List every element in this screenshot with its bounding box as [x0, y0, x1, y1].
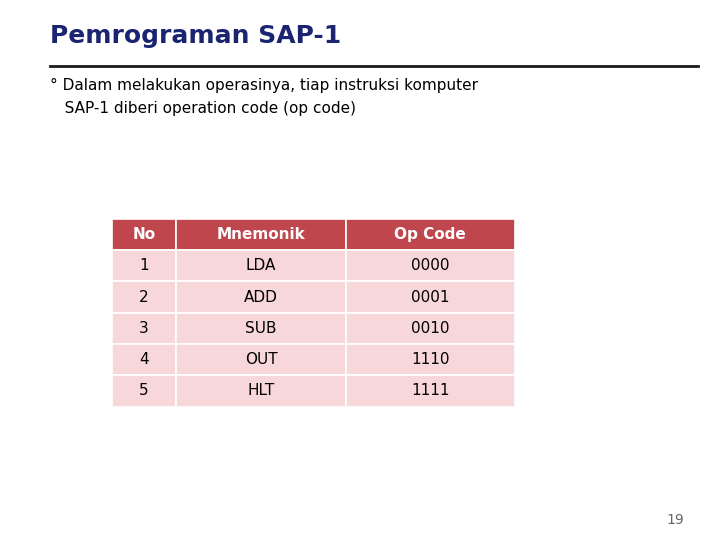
Text: Mnemonik: Mnemonik	[217, 227, 305, 242]
FancyBboxPatch shape	[112, 375, 176, 407]
FancyBboxPatch shape	[346, 375, 515, 407]
FancyBboxPatch shape	[346, 281, 515, 313]
Text: Op Code: Op Code	[395, 227, 466, 242]
FancyBboxPatch shape	[346, 313, 515, 344]
Text: 3: 3	[139, 321, 149, 336]
Text: 0000: 0000	[411, 258, 449, 273]
FancyBboxPatch shape	[176, 281, 346, 313]
Text: No: No	[132, 227, 156, 242]
Text: 5: 5	[139, 383, 149, 399]
Text: OUT: OUT	[245, 352, 277, 367]
Text: 0010: 0010	[411, 321, 449, 336]
Text: HLT: HLT	[248, 383, 274, 399]
Text: 19: 19	[666, 512, 684, 526]
FancyBboxPatch shape	[112, 344, 176, 375]
Text: 2: 2	[139, 289, 149, 305]
FancyBboxPatch shape	[176, 313, 346, 344]
FancyBboxPatch shape	[176, 219, 346, 250]
Text: LDA: LDA	[246, 258, 276, 273]
FancyBboxPatch shape	[176, 344, 346, 375]
Text: ADD: ADD	[244, 289, 278, 305]
Text: 4: 4	[139, 352, 149, 367]
Text: 1111: 1111	[411, 383, 449, 399]
Text: SUB: SUB	[246, 321, 276, 336]
FancyBboxPatch shape	[346, 219, 515, 250]
FancyBboxPatch shape	[176, 375, 346, 407]
FancyBboxPatch shape	[346, 250, 515, 281]
Text: 0001: 0001	[411, 289, 449, 305]
FancyBboxPatch shape	[112, 219, 176, 250]
FancyBboxPatch shape	[112, 250, 176, 281]
FancyBboxPatch shape	[176, 250, 346, 281]
Text: Pemrograman SAP-1: Pemrograman SAP-1	[50, 24, 342, 48]
Text: 1: 1	[139, 258, 149, 273]
FancyBboxPatch shape	[346, 344, 515, 375]
Text: ° Dalam melakukan operasinya, tiap instruksi komputer
   SAP-1 diberi operation : ° Dalam melakukan operasinya, tiap instr…	[50, 78, 478, 116]
FancyBboxPatch shape	[112, 281, 176, 313]
Text: 1110: 1110	[411, 352, 449, 367]
FancyBboxPatch shape	[112, 313, 176, 344]
